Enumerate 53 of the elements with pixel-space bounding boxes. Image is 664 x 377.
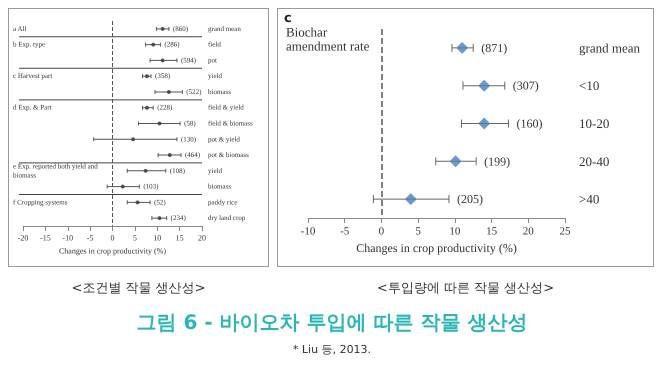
text: c <box>284 11 292 26</box>
point <box>120 184 125 189</box>
point <box>131 137 136 142</box>
x-tick-label: 25 <box>560 226 571 238</box>
chart-title: Biochar amendment rate <box>286 24 370 54</box>
x-tick-label: -5 <box>340 226 350 238</box>
point <box>478 80 490 92</box>
point <box>144 168 148 173</box>
point <box>160 26 165 31</box>
point <box>144 74 149 78</box>
x-tick-label: 15 <box>176 234 184 242</box>
point <box>151 42 156 47</box>
x-tick-label: -10 <box>62 234 74 242</box>
x-tick-label: 15 <box>486 226 498 238</box>
point <box>160 58 165 62</box>
annotation: (871) <box>481 40 508 55</box>
annotation: (199) <box>484 154 510 168</box>
point <box>166 90 171 94</box>
x-tick-label: 0 <box>378 226 385 238</box>
point <box>456 42 468 54</box>
caption: 그림 6 - 바이오차 투입에 따른 작물 생산성 <box>136 309 528 336</box>
annotation: (160) <box>516 116 542 130</box>
point <box>404 193 417 206</box>
x-tick-label: -5 <box>86 234 94 242</box>
x-tick-label: 0 <box>110 234 114 242</box>
x-tick-label: 20 <box>198 234 206 242</box>
x-tick-label: 10 <box>449 226 461 238</box>
y-tick-label: >40 <box>579 192 600 207</box>
x-tick-label: 20 <box>522 226 534 238</box>
x-tick-label: -15 <box>40 234 51 242</box>
annotation: (307) <box>512 78 539 93</box>
point <box>450 155 462 168</box>
x-tick-label: 10 <box>153 234 162 242</box>
text: * Liu 등, 2013. <box>292 342 372 357</box>
annotation: (205) <box>456 192 483 206</box>
point <box>168 153 172 158</box>
y-tick-label: grand mean <box>579 40 640 56</box>
x-tick-label: -10 <box>300 226 316 238</box>
point <box>136 200 140 204</box>
text: <조건별 작물 생산성> <box>71 280 206 297</box>
point <box>157 122 162 126</box>
y-tick-label: <10 <box>579 78 600 94</box>
x-tick-label: 5 <box>132 234 137 242</box>
x-axis-title: Changes in crop productivity (%) <box>356 241 517 255</box>
point <box>144 106 149 110</box>
y-tick-label: 10-20 <box>579 116 610 131</box>
point <box>478 118 490 130</box>
point <box>157 216 162 220</box>
x-tick-label: 5 <box>415 226 422 238</box>
text: <투입량에 따른 작물 생산성> <box>376 280 554 297</box>
y-tick-label: 20-40 <box>579 154 610 169</box>
x-tick-label: -20 <box>18 234 28 242</box>
x-axis-title: Changes in crop productivity (%) <box>58 246 166 256</box>
